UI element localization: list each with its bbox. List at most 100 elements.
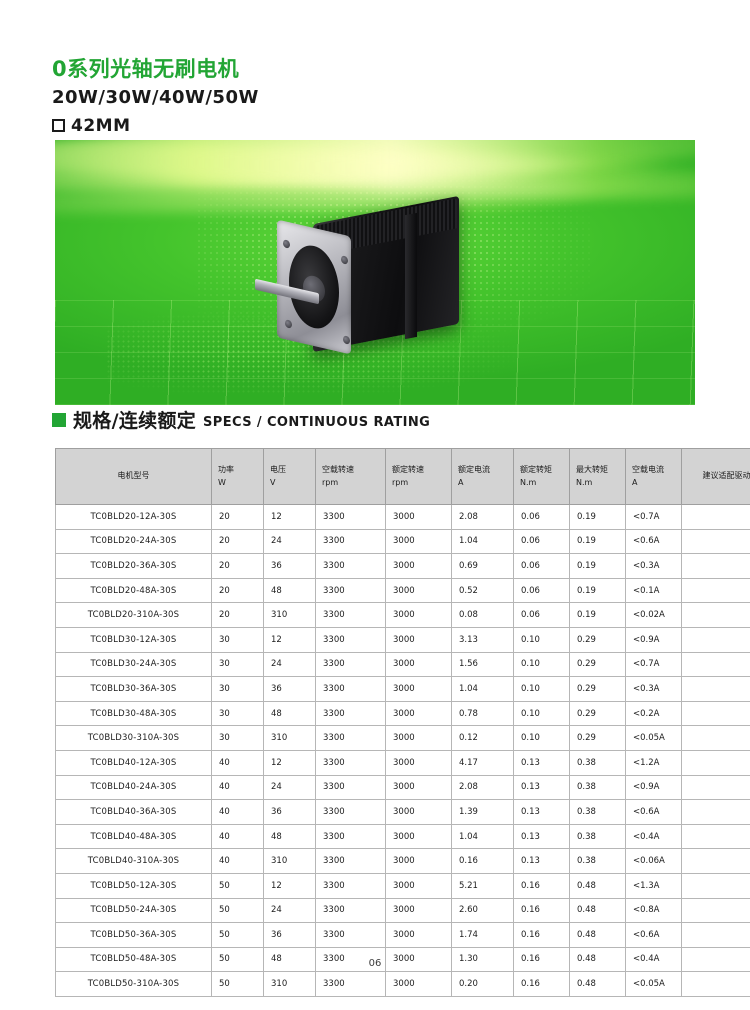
column-header-name: 功率	[218, 465, 234, 475]
frame-size-label: 42MM	[71, 115, 131, 136]
cell-value: 0.13	[513, 749, 570, 776]
cell-value: 3000	[385, 651, 452, 678]
cell-value: 3000	[385, 504, 452, 530]
cell-value: 0.29	[569, 676, 626, 702]
cell-value: 2.60	[451, 897, 514, 924]
cell-value: 48	[263, 700, 316, 727]
cell-value	[681, 553, 750, 579]
cell-value: 0.06	[513, 602, 570, 628]
cell-value: 36	[263, 676, 316, 702]
cell-value: 3300	[315, 848, 386, 874]
cell-value	[681, 848, 750, 874]
page-title-block: 0系列光轴无刷电机 20W/30W/40W/50W 42MM	[52, 56, 259, 136]
cell-value: 30	[211, 626, 264, 653]
cell-value: 3000	[385, 971, 452, 997]
cell-value: <0.4A	[625, 823, 682, 850]
cell-value: 0.69	[451, 553, 514, 579]
green-square-icon	[52, 413, 66, 427]
cell-value: 0.19	[569, 553, 626, 579]
column-header-8: 空载电流 A	[625, 448, 682, 505]
column-header-unit: A	[632, 477, 638, 487]
section-title-en: SPECS / CONTINUOUS RATING	[203, 415, 431, 430]
cell-value: 0.16	[513, 922, 570, 948]
column-header-unit: V	[270, 477, 276, 487]
cell-value: 48	[263, 946, 316, 973]
cell-value: 1.04	[451, 823, 514, 850]
cell-value: <0.05A	[625, 725, 682, 751]
cell-value: <0.9A	[625, 774, 682, 801]
cell-value: <0.2A	[625, 700, 682, 727]
cell-value: 3000	[385, 553, 452, 579]
cell-value: 3000	[385, 922, 452, 948]
cell-value: 36	[263, 799, 316, 825]
cell-value	[681, 749, 750, 776]
cell-value: 3300	[315, 922, 386, 948]
cell-value: 3300	[315, 626, 386, 653]
column-header-7: 最大转矩 N.m	[569, 448, 626, 505]
cell-value: 24	[263, 774, 316, 801]
cell-value: 3300	[315, 602, 386, 628]
cell-value: 3300	[315, 897, 386, 924]
column-header-name: 空载电流	[632, 465, 664, 475]
frame-size-line: 42MM	[52, 116, 259, 136]
cell-value: 0.48	[569, 971, 626, 997]
cell-value: 310	[263, 602, 316, 628]
cell-value	[681, 651, 750, 678]
cell-value	[681, 799, 750, 825]
cell-value: 0.13	[513, 848, 570, 874]
cell-value: 0.13	[513, 823, 570, 850]
column-header-2: 电压 V	[263, 448, 316, 505]
cell-value: 3000	[385, 848, 452, 874]
cell-value: 0.12	[451, 725, 514, 751]
cell-value: 3000	[385, 799, 452, 825]
column-header-name: 建议适配驱动器型号	[702, 471, 750, 481]
cell-value: 0.29	[569, 626, 626, 653]
cell-value: 0.10	[513, 626, 570, 653]
column-header-5: 额定电流 A	[451, 448, 514, 505]
cell-value: <1.2A	[625, 749, 682, 776]
cell-model: TC0BLD20-310A-30S	[55, 602, 212, 628]
cell-value: 0.16	[513, 872, 570, 899]
cell-value: <0.06A	[625, 848, 682, 874]
cell-value: 0.38	[569, 799, 626, 825]
table-row: TC0BLD50-36A-30S 50 36 3300 3000 1.74 0.16 0.48…	[55, 922, 750, 948]
cell-value: 5.21	[451, 872, 514, 899]
cell-value	[681, 823, 750, 850]
cell-value: 0.10	[513, 700, 570, 727]
cell-value: 310	[263, 725, 316, 751]
cell-value: 0.10	[513, 651, 570, 678]
cell-model: TC0BLD50-48A-30S	[55, 946, 212, 973]
cell-value: 12	[263, 872, 316, 899]
page-number: 06	[368, 958, 382, 969]
cell-value: 12	[263, 626, 316, 653]
cell-value	[681, 872, 750, 899]
cell-value: 20	[211, 528, 264, 555]
cell-value: <0.05A	[625, 971, 682, 997]
cell-value: 3300	[315, 725, 386, 751]
cell-value: 20	[211, 602, 264, 628]
cell-value: 1.74	[451, 922, 514, 948]
cell-value: 0.13	[513, 799, 570, 825]
cell-value: 3000	[385, 626, 452, 653]
cell-value: 24	[263, 651, 316, 678]
cell-value: 24	[263, 528, 316, 555]
cell-value: 0.38	[569, 774, 626, 801]
cell-value: 3000	[385, 700, 452, 727]
table-row: TC0BLD20-36A-30S 20 36 3300 3000 0.69 0.06 0.19…	[55, 553, 750, 579]
table-row: TC0BLD30-310A-30S 30 310 3300 3000 0.12 0.10 0.…	[55, 725, 750, 751]
cell-value: 0.20	[451, 971, 514, 997]
cell-model: TC0BLD40-36A-30S	[55, 799, 212, 825]
cell-value: <0.9A	[625, 626, 682, 653]
cell-value: 3300	[315, 872, 386, 899]
cell-value: <0.6A	[625, 528, 682, 555]
table-row: TC0BLD20-48A-30S 20 48 3300 3000 0.52 0.06 0.19…	[55, 577, 750, 604]
cell-value: 1.56	[451, 651, 514, 678]
spec-table-body: TC0BLD20-12A-30S 20 12 3300 3000 2.08 0.06 0.19…	[55, 504, 750, 997]
cell-model: TC0BLD40-24A-30S	[55, 774, 212, 801]
cell-value	[681, 774, 750, 801]
cell-value	[681, 504, 750, 530]
cell-value: 40	[211, 823, 264, 850]
cell-value: 0.06	[513, 577, 570, 604]
cell-value: <0.3A	[625, 553, 682, 579]
